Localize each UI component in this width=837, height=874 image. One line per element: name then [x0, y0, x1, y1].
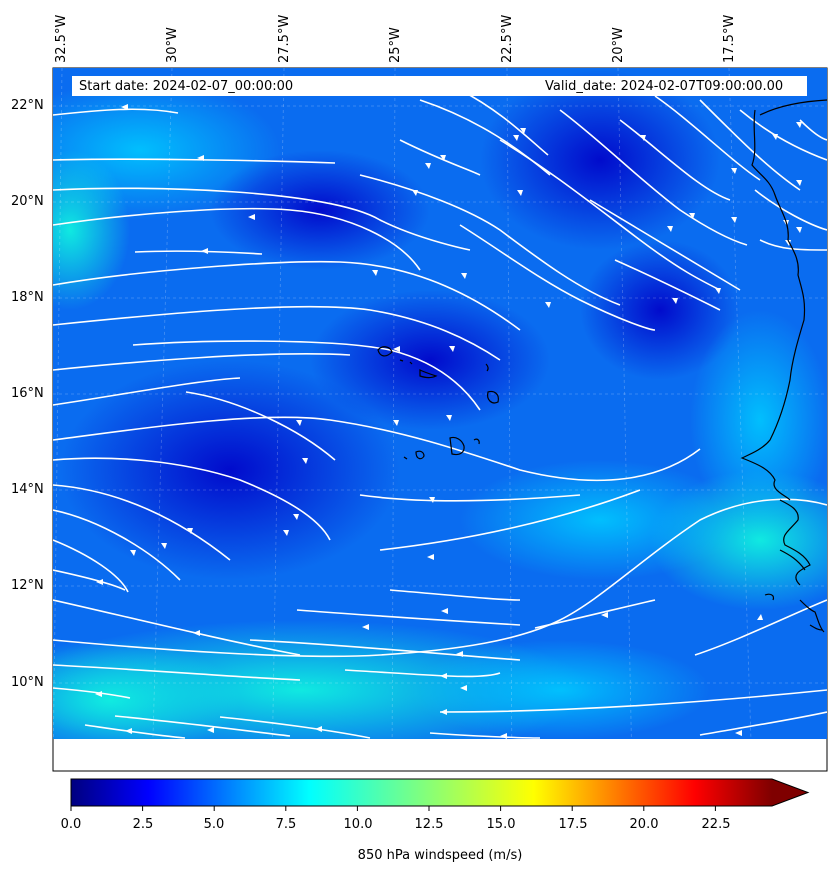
- colorbar-tick-label: 17.5: [558, 817, 588, 832]
- lon-label: 27.5°W: [277, 14, 292, 63]
- lon-label: 32.5°W: [54, 14, 69, 63]
- lat-label: 18°N: [11, 290, 44, 305]
- colorbar-tick-label: 12.5: [414, 817, 444, 832]
- lat-label: 10°N: [11, 675, 44, 690]
- colorbar-tick-label: 20.0: [629, 817, 659, 832]
- lon-label: 25°W: [388, 27, 403, 63]
- start-date-text: Start date: 2024-02-07_00:00:00: [79, 79, 294, 94]
- colorbar-tick-label: 7.5: [275, 817, 297, 832]
- graticule: [53, 68, 827, 739]
- colorbar-tick-label: 10.0: [343, 817, 373, 832]
- colorbar-tick-label: 15.0: [486, 817, 516, 832]
- lat-label: 14°N: [11, 482, 44, 497]
- colorbar-tick-label: 22.5: [701, 817, 731, 832]
- lon-label: 22.5°W: [500, 14, 515, 63]
- colorbar-tick-label: 5.0: [203, 817, 225, 832]
- lon-label: 30°W: [165, 27, 180, 63]
- lon-label: 20°W: [611, 27, 626, 63]
- streamline-arrows: [95, 104, 802, 739]
- valid-date-text: Valid_date: 2024-02-07T09:00:00.00: [545, 79, 784, 94]
- windspeed-field: [53, 68, 827, 739]
- coastlines: [377, 99, 827, 633]
- lat-label: 16°N: [11, 386, 44, 401]
- lat-label: 22°N: [11, 98, 44, 113]
- lon-label: 17.5°W: [722, 14, 737, 63]
- wind-streamlines: [53, 89, 827, 739]
- colorbar-tick-label: 0.0: [60, 817, 82, 832]
- colorbar-extend-arrow: [772, 779, 808, 806]
- colorbar: [70, 778, 810, 811]
- colorbar-fill: [71, 779, 772, 806]
- colorbar-tick-label: 2.5: [132, 817, 154, 832]
- lat-label: 20°N: [11, 194, 44, 209]
- lat-label: 12°N: [11, 578, 44, 593]
- colorbar-label: 850 hPa windspeed (m/s): [357, 848, 523, 863]
- info-banner: [72, 76, 807, 96]
